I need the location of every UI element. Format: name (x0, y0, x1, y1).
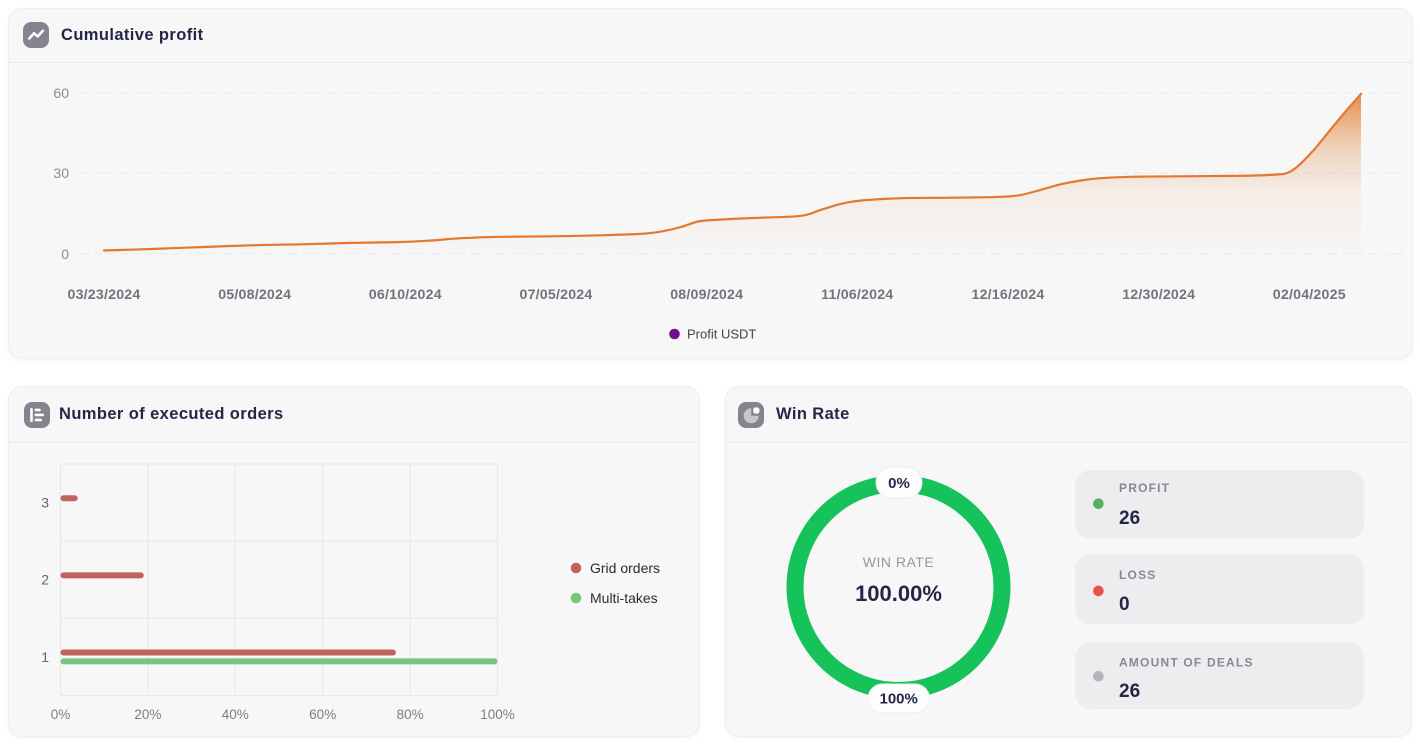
svg-text:12/16/2024: 12/16/2024 (971, 287, 1044, 303)
svg-text:1: 1 (41, 649, 49, 665)
svg-text:0: 0 (1119, 594, 1130, 615)
svg-text:60%: 60% (309, 707, 336, 722)
svg-text:03/23/2024: 03/23/2024 (67, 287, 140, 303)
svg-text:Profit USDT: Profit USDT (687, 327, 756, 342)
svg-text:02/04/2025: 02/04/2025 (1273, 287, 1346, 303)
svg-text:80%: 80% (397, 707, 424, 722)
svg-text:30: 30 (53, 165, 69, 181)
svg-text:26: 26 (1119, 508, 1140, 529)
svg-text:07/05/2024: 07/05/2024 (519, 287, 592, 303)
svg-text:08/09/2024: 08/09/2024 (670, 287, 743, 303)
svg-text:26: 26 (1119, 681, 1140, 702)
svg-text:100.00%: 100.00% (855, 581, 942, 606)
svg-text:20%: 20% (134, 707, 161, 722)
svg-text:100%: 100% (880, 691, 918, 708)
svg-text:AMOUNT OF DEALS: AMOUNT OF DEALS (1119, 656, 1254, 670)
svg-text:0%: 0% (888, 475, 910, 492)
svg-text:40%: 40% (222, 707, 249, 722)
svg-text:0%: 0% (51, 707, 71, 722)
svg-text:0: 0 (61, 246, 69, 262)
svg-text:WIN RATE: WIN RATE (863, 554, 934, 570)
svg-text:Grid orders: Grid orders (590, 560, 660, 576)
svg-text:Multi-takes: Multi-takes (590, 590, 658, 606)
svg-text:3: 3 (41, 495, 49, 511)
svg-text:11/06/2024: 11/06/2024 (821, 287, 893, 303)
svg-text:100%: 100% (480, 707, 515, 722)
svg-text:PROFIT: PROFIT (1119, 481, 1170, 495)
svg-text:60: 60 (53, 85, 69, 101)
svg-text:2: 2 (41, 572, 49, 588)
svg-text:12/30/2024: 12/30/2024 (1122, 287, 1195, 303)
svg-text:05/08/2024: 05/08/2024 (218, 287, 291, 303)
svg-text:06/10/2024: 06/10/2024 (369, 287, 442, 303)
svg-text:LOSS: LOSS (1119, 568, 1156, 582)
